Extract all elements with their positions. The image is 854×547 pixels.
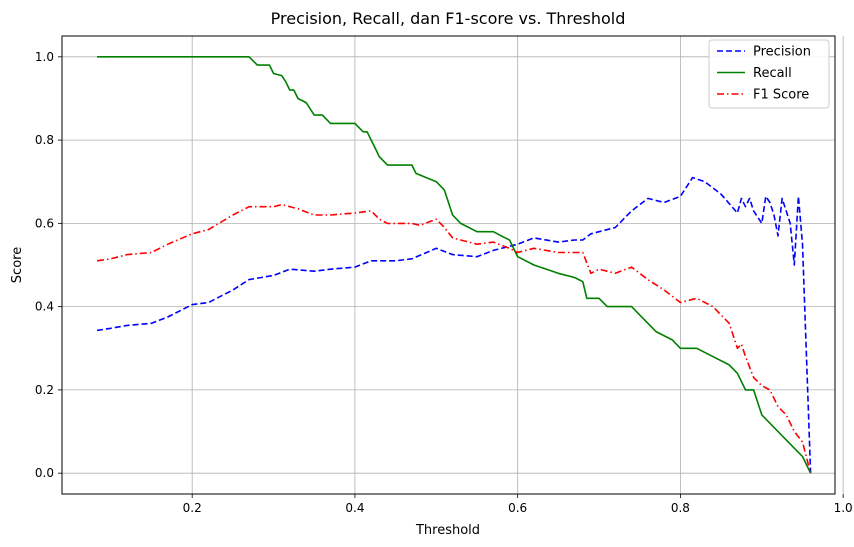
series-lines: [96, 55, 812, 474]
y-tick-label: 0.6: [35, 216, 54, 230]
x-tick-label: 1.0: [834, 501, 853, 515]
x-tick-label: 0.8: [671, 501, 690, 515]
legend-label: F1 Score: [753, 88, 809, 103]
series-line-precision: [96, 176, 812, 474]
legend: Precision Recall F1 Score: [708, 39, 830, 109]
chart-title: Precision, Recall, dan F1-score vs. Thre…: [271, 9, 626, 28]
y-tick-label: 0.4: [35, 300, 54, 314]
legend-box: [708, 39, 830, 109]
series-line-f1-score: [96, 203, 812, 474]
y-tick-label: 1.0: [35, 50, 54, 64]
legend-label: Recall: [753, 66, 792, 81]
y-tick-label: 0.8: [35, 133, 54, 147]
x-tick-label: 0.2: [183, 501, 202, 515]
ticks: 0.2 0.4 0.6 0.8 1.0 0.0 0.2 0.4 0.6 0.8 1.0: [35, 50, 853, 515]
y-axis-title: Score: [10, 247, 25, 283]
series-line-recall: [97, 55, 812, 474]
y-tick-label: 0.2: [35, 383, 54, 397]
plot-frame: [61, 35, 836, 495]
x-axis-title: Threshold: [415, 523, 480, 538]
y-tick-label: 0.0: [35, 466, 54, 480]
x-tick-label: 0.4: [345, 501, 364, 515]
legend-label: Precision: [753, 45, 811, 60]
x-tick-label: 0.6: [508, 501, 527, 515]
grid: [62, 36, 844, 494]
